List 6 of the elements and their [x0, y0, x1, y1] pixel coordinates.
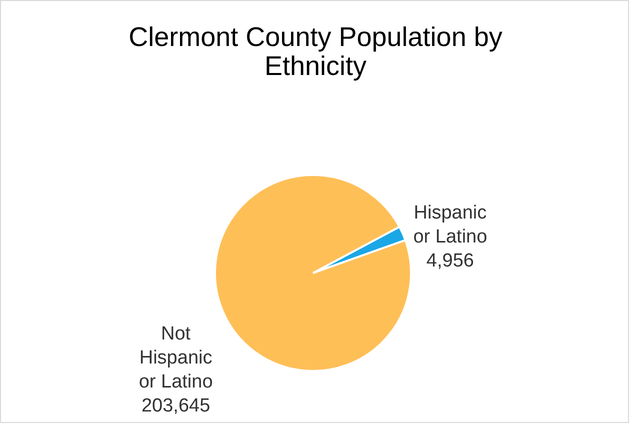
data-label: 203,645: [141, 396, 210, 417]
chart-title: Clermont County Population by Ethnicity: [128, 22, 503, 81]
data-label: 4,956: [426, 250, 474, 272]
slice-label: Hispanic or Latino: [413, 202, 488, 248]
pie-slice: [214, 174, 412, 372]
slice-label: Not Hispanic or Latino: [138, 324, 213, 393]
